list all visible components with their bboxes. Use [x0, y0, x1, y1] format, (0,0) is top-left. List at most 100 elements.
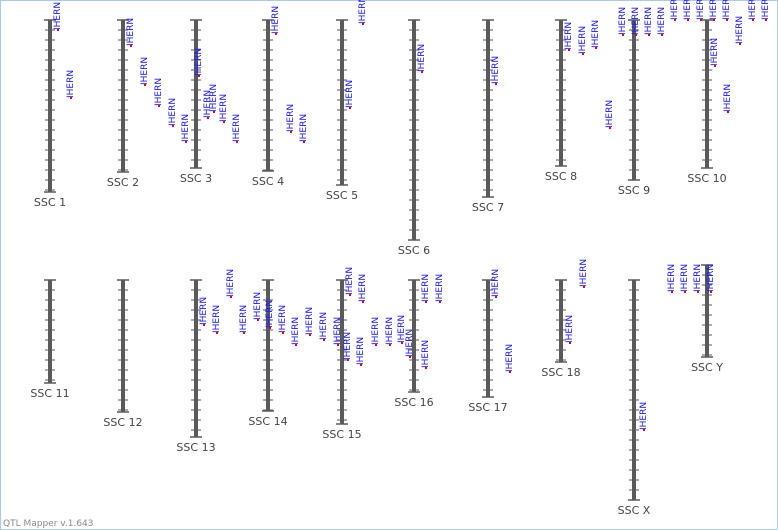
qtl-marker: [269, 327, 271, 329]
chromosome: [48, 280, 52, 383]
qtl-label: IHERN: [670, 0, 680, 20]
chromosome: [194, 20, 198, 168]
chromosome-label: SSC 6: [398, 244, 430, 257]
qtl-label: IHERN: [253, 292, 263, 320]
chromosome-label: SSC 2: [107, 176, 139, 189]
qtl-marker: [726, 19, 728, 21]
chromosome-label: SSC 4: [252, 175, 284, 188]
qtl-marker: [389, 344, 391, 346]
qtl-label: IHERN: [491, 56, 501, 84]
chromosome-label: SSC 10: [687, 172, 726, 185]
qtl-label: IHERN: [421, 274, 431, 302]
qtl-label: IHERN: [761, 0, 771, 20]
chromosome: [486, 280, 490, 397]
qtl-label: IHERN: [578, 26, 588, 54]
qtl-marker: [130, 45, 132, 47]
chromosome-label: SSC 5: [326, 189, 358, 202]
qtl-label: IHERN: [680, 264, 690, 292]
qtl-marker: [609, 127, 611, 129]
qtl-marker: [230, 296, 232, 298]
chromosome-label: SSC 16: [394, 396, 433, 409]
qtl-marker: [409, 356, 411, 358]
qtl-marker: [347, 359, 349, 361]
chromosome-label: SSC 15: [322, 428, 361, 441]
chromosome-label: SSC 13: [176, 441, 215, 454]
qtl-label: IHERN: [345, 267, 355, 295]
qtl-label: IHERN: [358, 0, 368, 24]
qtl-marker: [144, 84, 146, 86]
qtl-label: IHERN: [435, 274, 445, 302]
qtl-marker: [360, 364, 362, 366]
qtl-marker: [568, 49, 570, 51]
chromosome-label: SSC 1: [34, 196, 66, 209]
chromosome-label: SSC X: [618, 504, 651, 517]
qtl-label: IHERN: [291, 317, 301, 345]
qtl-label: IHERN: [618, 7, 628, 35]
qtl-marker: [648, 34, 650, 36]
qtl-label: IHERN: [265, 300, 275, 328]
qtl-marker: [765, 19, 767, 21]
chromosome-label: SSC 7: [472, 201, 504, 214]
qtl-label: IHERN: [212, 305, 222, 333]
qtl-label: IHERN: [154, 78, 164, 106]
qtl-marker: [495, 83, 497, 85]
chromosome: [121, 280, 125, 412]
qtl-label: IHERN: [305, 307, 315, 335]
qtl-label: IHERN: [405, 329, 415, 357]
qtl-label: IHERN: [644, 7, 654, 35]
qtl-marker: [303, 141, 305, 143]
chromosome: [266, 20, 270, 171]
chromosome: [705, 265, 709, 357]
qtl-marker: [710, 291, 712, 293]
chromosome: [412, 280, 416, 392]
qtl-label: IHERN: [657, 7, 667, 35]
chromosome-label: SSC 14: [248, 415, 287, 428]
qtl-marker: [661, 34, 663, 36]
qtl-label: IHERN: [239, 305, 249, 333]
qtl-marker: [362, 301, 364, 303]
qtl-marker: [223, 121, 225, 123]
chromosome-label: SSC 8: [545, 170, 577, 183]
qtl-label: IHERN: [605, 100, 615, 128]
qtl-label: IHERN: [126, 18, 136, 46]
qtl-label: IHERN: [639, 402, 649, 430]
chromosome-label: SSC 11: [30, 387, 69, 400]
qtl-label: IHERN: [226, 269, 236, 297]
qtl-marker: [243, 332, 245, 334]
qtl-marker: [323, 339, 325, 341]
qtl-marker: [582, 53, 584, 55]
qtl-marker: [495, 296, 497, 298]
qtl-marker: [198, 75, 200, 77]
chromosome: [340, 20, 344, 185]
qtl-marker: [207, 117, 209, 119]
qtl-marker: [185, 141, 187, 143]
qtl-label: IHERN: [722, 0, 732, 20]
chromosome-label: SSC Y: [691, 361, 723, 374]
qtl-label: IHERN: [683, 0, 693, 20]
qtl-label: IHERN: [706, 264, 716, 292]
qtl-marker: [375, 344, 377, 346]
chromosome: [559, 20, 563, 166]
chromosome: [48, 20, 52, 192]
chromosome: [559, 280, 563, 362]
qtl-marker: [275, 33, 277, 35]
qtl-label: IHERN: [358, 274, 368, 302]
qtl-label: IHERN: [579, 259, 589, 287]
qtl-marker: [583, 286, 585, 288]
qtl-label: IHERN: [385, 317, 395, 345]
qtl-marker: [635, 34, 637, 36]
qtl-marker: [569, 342, 571, 344]
qtl-label: IHERN: [343, 332, 353, 360]
qtl-label: IHERN: [693, 264, 703, 292]
qtl-label: IHERN: [748, 0, 758, 20]
qtl-label: IHERN: [565, 315, 575, 343]
qtl-label: IHERN: [299, 114, 309, 142]
qtl-marker: [727, 111, 729, 113]
qtl-marker: [674, 19, 676, 21]
qtl-label: IHERN: [181, 114, 191, 142]
qtl-label: IHERN: [421, 340, 431, 368]
qtl-marker: [401, 342, 403, 344]
qtl-marker: [687, 19, 689, 21]
qtl-marker: [290, 131, 292, 133]
